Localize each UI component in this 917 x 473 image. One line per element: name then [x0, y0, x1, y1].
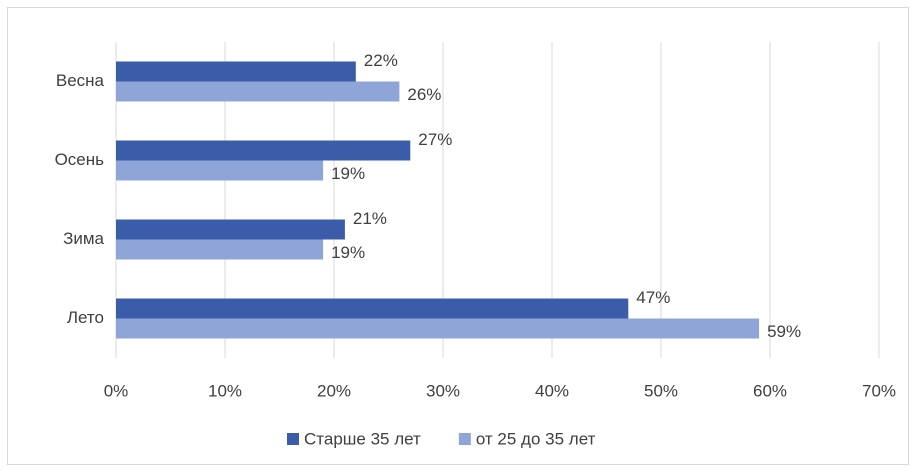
- legend-label: от 25 до 35 лет: [476, 429, 596, 448]
- data-label: 19%: [331, 164, 365, 183]
- y-tick-label: Лето: [67, 308, 104, 327]
- x-tick-label: 50%: [644, 381, 678, 400]
- bar: [116, 81, 400, 102]
- data-label: 26%: [407, 85, 441, 104]
- data-label: 22%: [364, 51, 398, 70]
- bar: [116, 61, 356, 82]
- bar: [116, 219, 345, 240]
- x-tick-label: 60%: [753, 381, 787, 400]
- x-tick-label: 20%: [317, 381, 351, 400]
- bar: [116, 239, 324, 260]
- data-label: 21%: [353, 209, 387, 228]
- y-tick-label: Зима: [63, 229, 104, 248]
- data-label: 47%: [636, 288, 670, 307]
- x-tick-label: 70%: [862, 381, 896, 400]
- legend-swatch: [287, 433, 299, 445]
- data-label: 19%: [331, 243, 365, 262]
- data-label: 27%: [418, 130, 452, 149]
- x-tick-label: 30%: [426, 381, 460, 400]
- x-tick-label: 10%: [208, 381, 242, 400]
- legend-label: Старше 35 лет: [304, 429, 421, 448]
- bar: [116, 160, 324, 181]
- y-tick-label: Осень: [55, 150, 105, 169]
- bar: [116, 140, 411, 161]
- legend-swatch: [458, 433, 471, 445]
- bar: [116, 298, 629, 319]
- data-label: 59%: [767, 322, 801, 341]
- y-tick-label: Весна: [56, 71, 105, 90]
- x-tick-label: 40%: [535, 381, 569, 400]
- bar: [116, 318, 760, 339]
- x-tick-label: 0%: [104, 381, 129, 400]
